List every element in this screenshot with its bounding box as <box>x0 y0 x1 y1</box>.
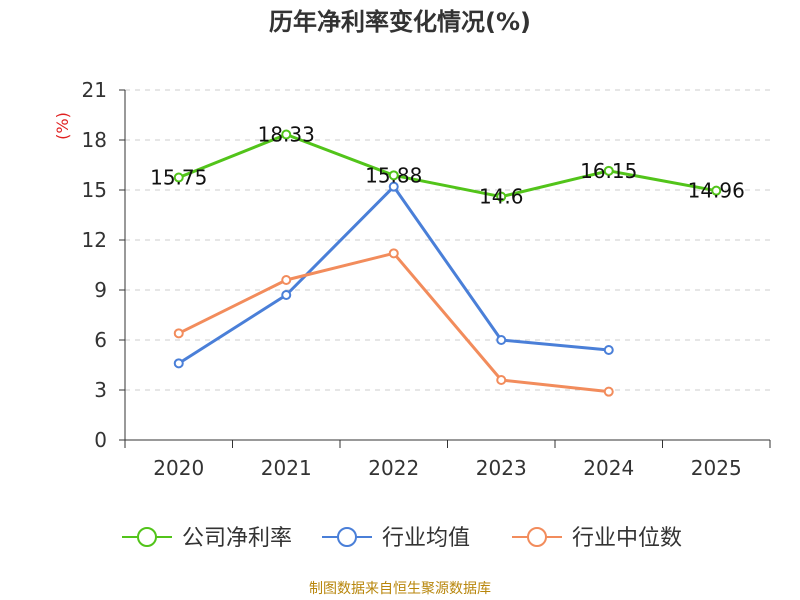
x-tick-label: 2021 <box>261 456 312 480</box>
data-point <box>496 191 507 202</box>
data-label: 15.88 <box>365 163 422 187</box>
y-tick-label: 3 <box>94 378 107 402</box>
series-line <box>178 133 717 199</box>
legend-label: 公司净利率 <box>182 526 292 551</box>
x-tick-label: 2024 <box>583 456 634 480</box>
x-tick-label: 2022 <box>368 456 419 480</box>
data-point <box>281 290 292 300</box>
data-point <box>173 328 184 339</box>
data-point <box>281 129 292 140</box>
series-line <box>177 185 609 365</box>
y-tick-label: 21 <box>82 78 107 102</box>
data-point <box>496 335 507 345</box>
source-note: 制图数据来自恒生聚源数据库 <box>309 581 491 597</box>
x-tick-label: 2025 <box>691 456 742 480</box>
data-label: 14.96 <box>688 179 745 203</box>
legend-marker <box>337 527 357 547</box>
y-unit-label: (%) <box>53 112 72 140</box>
data-label: 18.33 <box>258 123 315 147</box>
legend-label: 行业中位数 <box>572 526 682 551</box>
y-tick-label: 15 <box>82 178 107 202</box>
data-point <box>173 172 184 183</box>
data-point <box>711 185 722 196</box>
data-point <box>281 275 292 285</box>
chart-title: 历年净利率变化情况(%) <box>269 8 531 36</box>
x-tick-label: 2023 <box>476 456 527 480</box>
legend-label: 行业均值 <box>382 526 470 551</box>
y-tick-label: 6 <box>94 328 107 352</box>
data-point <box>388 248 399 259</box>
data-label: 14.6 <box>479 185 524 209</box>
y-tick-label: 9 <box>94 278 107 302</box>
data-point <box>603 345 614 355</box>
data-point <box>388 170 399 181</box>
y-tick-label: 0 <box>94 428 107 452</box>
data-point <box>603 386 614 397</box>
data-point <box>388 181 399 192</box>
x-tick-label: 2020 <box>153 456 204 480</box>
legend-marker <box>137 527 157 547</box>
legend-marker <box>527 527 547 547</box>
y-tick-label: 18 <box>82 128 107 152</box>
data-point <box>603 165 614 176</box>
data-point <box>496 375 507 385</box>
data-label: 16.15 <box>580 159 637 183</box>
data-point <box>173 358 184 369</box>
y-tick-label: 12 <box>82 228 107 252</box>
data-label: 15.75 <box>150 166 207 190</box>
